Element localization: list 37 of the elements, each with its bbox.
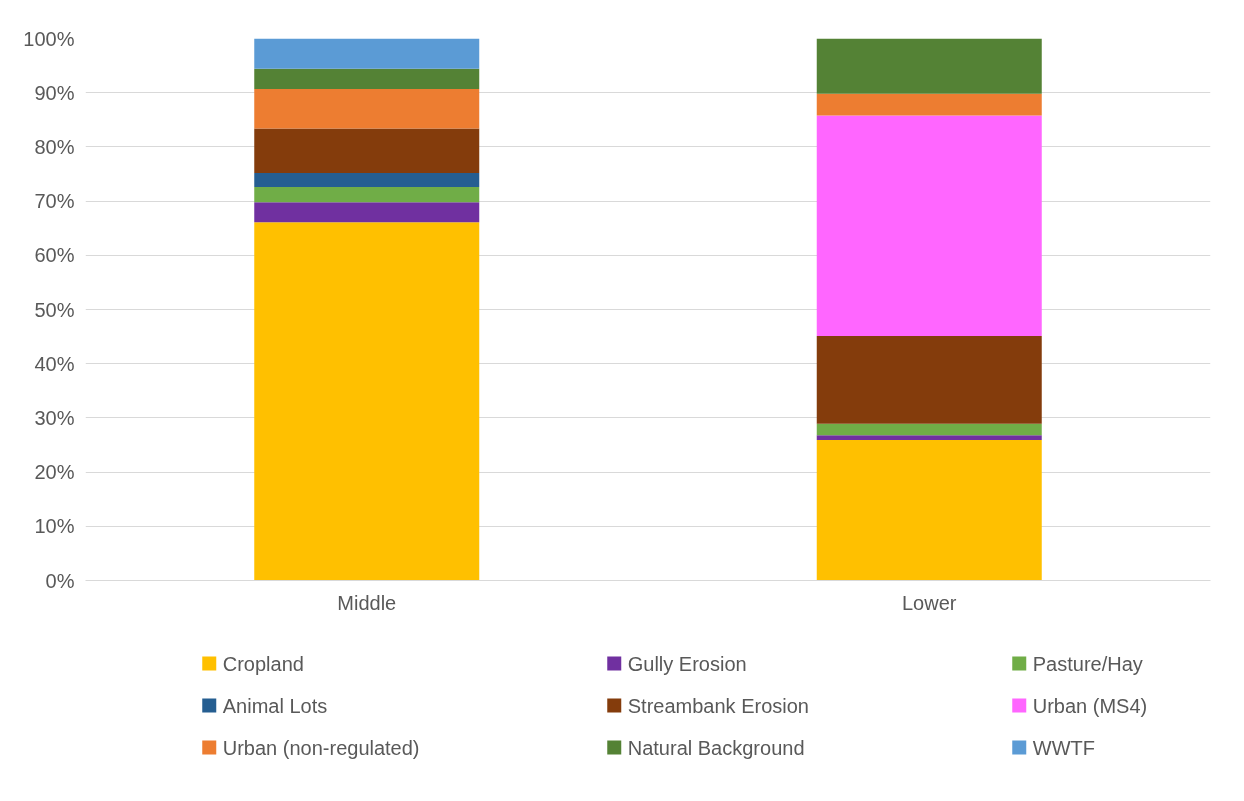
bar <box>254 222 480 581</box>
bar <box>816 115 1042 337</box>
legend-label: Streambank Erosion <box>627 694 809 717</box>
y-tick-label: 10% <box>34 515 75 538</box>
y-tick-label: 40% <box>34 352 75 375</box>
bar <box>816 93 1042 116</box>
legend-label: Gully Erosion <box>627 652 747 675</box>
legend-label: Urban (MS4) <box>1032 694 1148 717</box>
y-tick-label: 70% <box>34 190 75 213</box>
y-tick-label: 90% <box>34 81 75 104</box>
legend-label: Pasture/Hay <box>1032 652 1143 675</box>
legend-label: Urban (non-regulated) <box>222 736 420 759</box>
bar <box>254 128 480 173</box>
bar <box>816 423 1042 436</box>
bar <box>816 435 1042 441</box>
legend-label: Animal Lots <box>222 694 328 717</box>
bar <box>254 68 480 89</box>
y-tick-label: 100% <box>23 27 75 50</box>
bar <box>254 38 480 69</box>
y-tick-label: 50% <box>34 298 75 321</box>
y-tick-label: 0% <box>45 569 75 592</box>
bar <box>254 187 480 203</box>
y-tick-label: 80% <box>34 135 75 158</box>
bar <box>254 172 480 188</box>
x-tick-label: Middle <box>337 591 397 614</box>
legend-label: Cropland <box>222 652 304 675</box>
legend-label: Natural Background <box>627 736 805 759</box>
legend-label: WWTF <box>1032 736 1095 759</box>
bar <box>816 38 1042 94</box>
bar <box>254 88 480 129</box>
y-tick-label: 20% <box>34 461 75 484</box>
x-tick-label: Lower <box>902 591 957 614</box>
bar <box>816 336 1042 424</box>
y-tick-label: 30% <box>34 406 75 429</box>
bar <box>254 202 480 223</box>
y-tick-label: 60% <box>34 244 75 267</box>
bar <box>816 440 1042 581</box>
